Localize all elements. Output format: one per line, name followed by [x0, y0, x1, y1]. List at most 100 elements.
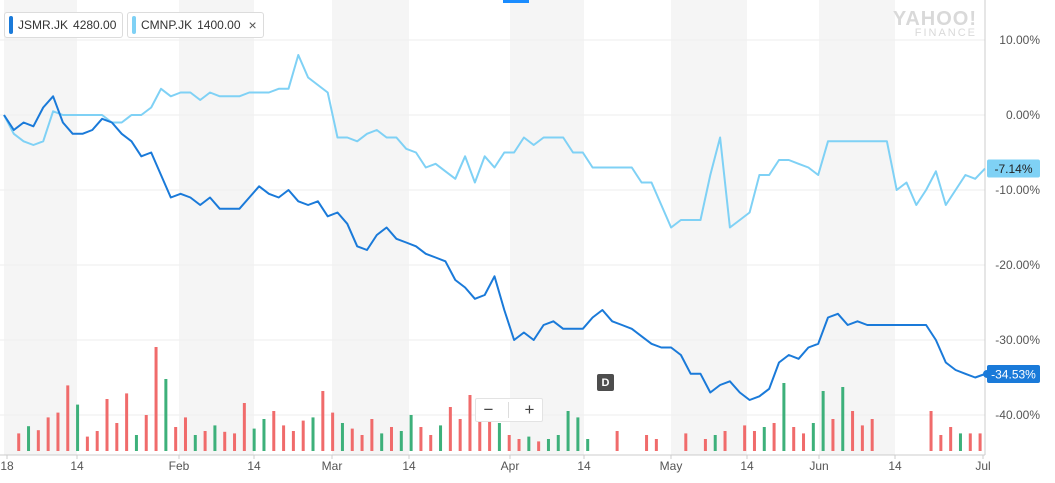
- volume-bar: [389, 427, 393, 451]
- volume-bar: [429, 435, 433, 451]
- volume-bar: [144, 415, 148, 451]
- volume-bar: [193, 435, 197, 451]
- volume-bar: [939, 435, 943, 451]
- cmnp-swatch: [132, 16, 136, 34]
- remove-comparison-close-icon[interactable]: ×: [248, 17, 257, 33]
- x-tick-label: Apr: [501, 459, 520, 473]
- x-tick-label: Jul: [975, 459, 990, 473]
- volume-bar: [36, 430, 40, 451]
- volume-bar: [566, 411, 570, 451]
- volume-bar: [949, 427, 953, 451]
- zoom-controls: − +: [475, 398, 543, 422]
- month-band-3: [510, 0, 584, 455]
- volume-bar: [713, 435, 717, 451]
- end-labels: -34.53% -7.14%: [983, 159, 1040, 383]
- volume-bar: [311, 417, 315, 451]
- y-tick-label: 0.00%: [1006, 108, 1040, 122]
- volume-bar: [419, 427, 423, 451]
- volume-bar: [870, 419, 874, 451]
- volume-bar: [841, 387, 845, 451]
- yahoo-finance-watermark: YAHOO! FINANCE: [893, 9, 977, 40]
- volume-bar: [262, 419, 266, 451]
- volume-bar: [507, 435, 511, 451]
- volume-bar: [439, 425, 443, 451]
- volume-bar: [95, 431, 99, 451]
- volume-bar: [370, 419, 374, 451]
- legend-chip-jsmr[interactable]: JSMR.JK 4280.00: [4, 12, 124, 38]
- volume-bar: [242, 403, 246, 451]
- y-axis: 10.00% 0.00% -10.00% -20.00% -30.00% -40.00%: [995, 33, 1040, 422]
- zoom-out-button[interactable]: −: [483, 400, 494, 419]
- volume-bar: [458, 419, 462, 451]
- volume-bar: [645, 435, 649, 451]
- volume-bar: [360, 435, 364, 451]
- volume-bar: [85, 436, 89, 451]
- volume-bar: [860, 425, 864, 451]
- volume-bar: [66, 385, 70, 451]
- legend-chip-cmnp[interactable]: CMNP.JK 1400.00 ×: [127, 12, 264, 38]
- volume-bar: [331, 412, 335, 451]
- volume-bar: [409, 415, 413, 451]
- volume-bar: [762, 427, 766, 451]
- volume-bar: [380, 433, 384, 451]
- volume-bar: [164, 379, 168, 451]
- volume-bar: [448, 407, 452, 451]
- volume-bar: [723, 431, 727, 451]
- volume-bar: [115, 423, 119, 451]
- volume-bar: [17, 433, 21, 451]
- x-tick-label: Jun: [809, 459, 828, 473]
- volume-bar: [272, 411, 276, 451]
- volume-bar: [340, 423, 344, 451]
- volume-bar: [517, 439, 521, 451]
- volume-bar: [978, 433, 982, 451]
- volume-bar: [851, 411, 855, 451]
- series-lines: [3, 54, 986, 401]
- y-tick-label: 10.00%: [999, 33, 1040, 47]
- volume-bar: [537, 441, 541, 451]
- dividend-event-marker[interactable]: D: [597, 374, 614, 391]
- volume-bar: [282, 425, 286, 451]
- volume-bar: [831, 419, 835, 451]
- volume-bar: [154, 347, 158, 451]
- volume-bar: [105, 399, 109, 451]
- x-tick-label: May: [660, 459, 683, 473]
- jsmr-symbol: JSMR.JK: [18, 18, 69, 32]
- volume-bar: [958, 433, 962, 451]
- volume-bar: [488, 407, 492, 451]
- volume-bar: [802, 433, 806, 451]
- month-band-2: [332, 0, 409, 455]
- zoom-in-button[interactable]: +: [524, 400, 535, 419]
- volume-bar: [174, 427, 178, 451]
- volume-bar: [125, 393, 129, 451]
- end-label-bg: [987, 364, 1040, 383]
- cmnp-price: 1400.00: [197, 18, 241, 32]
- x-tick-label: 14: [577, 459, 591, 473]
- x-tick-label: Mar: [322, 459, 343, 473]
- volume-bar: [478, 403, 482, 451]
- end-label-jsmr-jk: -34.53%: [991, 367, 1036, 381]
- volume-bar: [350, 428, 354, 451]
- x-tick-label: 14: [402, 459, 416, 473]
- month-band-4: [671, 0, 747, 455]
- volume-bar: [468, 395, 472, 451]
- volume-bar: [527, 436, 531, 451]
- volume-bar: [399, 431, 403, 451]
- volume-bar: [703, 439, 707, 451]
- top-indicator: [503, 0, 529, 3]
- y-tick-label: -10.00%: [995, 183, 1040, 197]
- volume-bar: [782, 383, 786, 451]
- jsmr-price: 4280.00: [73, 18, 117, 32]
- x-tick-label: 14: [70, 459, 84, 473]
- volume-bar: [76, 404, 80, 451]
- x-tick-label: Feb: [169, 459, 190, 473]
- volume-bar: [556, 435, 560, 451]
- volume-bar: [134, 435, 138, 451]
- volume-bar: [743, 425, 747, 451]
- month-bands: [4, 0, 895, 455]
- jsmr-swatch: [9, 16, 13, 34]
- month-band-0: [4, 0, 77, 455]
- volume-bar: [46, 417, 50, 451]
- grid-lines: [0, 0, 986, 456]
